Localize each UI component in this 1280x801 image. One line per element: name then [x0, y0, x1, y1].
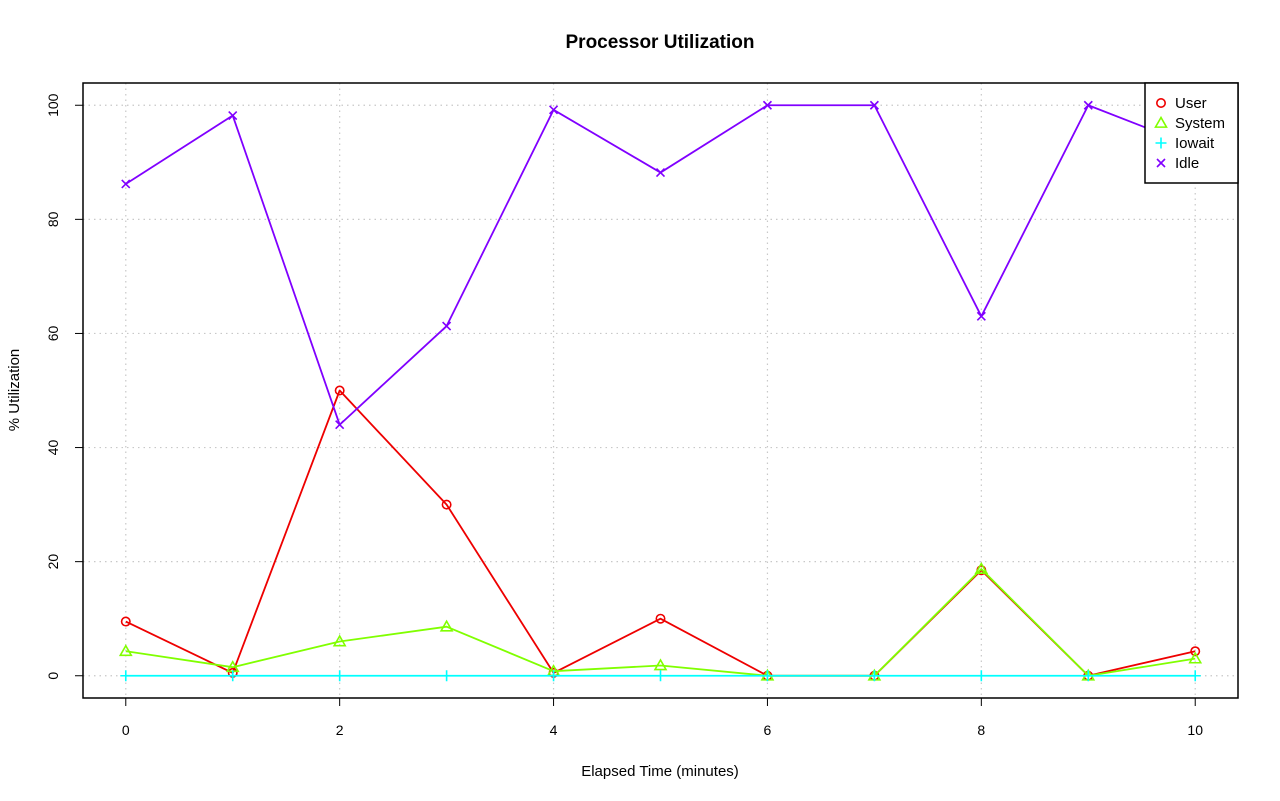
y-tick-label: 80	[45, 211, 61, 227]
x-tick-label: 6	[764, 722, 772, 738]
data-point-user	[334, 385, 345, 396]
series-line-system	[125, 568, 1196, 677]
legend-item-idle: Idle	[1156, 155, 1199, 172]
data-point-iowait	[441, 670, 453, 682]
legend-label-user: User	[1175, 95, 1207, 112]
legend-label-idle: Idle	[1175, 155, 1199, 172]
x-tick-label: 2	[336, 722, 344, 738]
legend-box	[1144, 82, 1239, 184]
grid	[83, 83, 1238, 698]
y-tick-label: 40	[45, 440, 61, 456]
series-user	[120, 385, 1201, 681]
legend-item-user: User	[1156, 95, 1207, 112]
data-point-iowait	[334, 670, 346, 682]
data-point-system	[974, 561, 989, 574]
data-point-system	[332, 634, 347, 647]
y-tick-label: 100	[45, 93, 61, 117]
data-point-iowait	[227, 670, 239, 682]
x-tick-label: 0	[122, 722, 130, 738]
x-tick-label: 10	[1187, 722, 1203, 738]
data-point-user	[120, 616, 131, 627]
data-point-idle	[121, 179, 131, 189]
x-tick-label: 8	[977, 722, 985, 738]
series-system	[118, 561, 1203, 681]
data-point-idle	[1083, 100, 1093, 110]
legend-marker-idle	[1156, 158, 1166, 168]
legend-marker-user	[1156, 98, 1167, 109]
legend-item-system: System	[1154, 115, 1225, 132]
data-point-iowait	[1189, 670, 1201, 682]
legend-label-system: System	[1175, 115, 1225, 132]
legend-label-iowait: Iowait	[1175, 135, 1215, 152]
y-tick-label: 60	[45, 325, 61, 341]
data-point-iowait	[975, 670, 987, 682]
data-point-system	[653, 658, 668, 671]
series-iowait	[120, 670, 1201, 682]
legend-item-iowait: Iowait	[1155, 135, 1215, 152]
data-point-idle	[228, 110, 238, 121]
data-point-iowait	[655, 670, 666, 682]
data-point-idle	[335, 420, 345, 430]
series-line-idle	[125, 104, 1196, 426]
data-point-idle	[655, 168, 666, 178]
data-point-iowait	[120, 670, 132, 682]
chart-title: Processor Utilization	[566, 32, 755, 53]
data-point-user	[1190, 646, 1201, 657]
data-point-idle	[762, 100, 773, 110]
data-point-system	[118, 644, 133, 657]
y-tick-label: 20	[45, 554, 61, 570]
legend-marker-system	[1154, 115, 1168, 128]
data-point-idle	[442, 321, 452, 331]
data-point-system	[439, 619, 454, 632]
data-point-idle	[976, 311, 986, 321]
x-axis-label: Elapsed Time (minutes)	[581, 763, 739, 780]
series-group	[118, 100, 1203, 682]
data-point-system	[1188, 651, 1203, 664]
data-point-user	[655, 613, 666, 624]
plot-border	[82, 82, 1239, 699]
data-point-idle	[548, 105, 559, 115]
data-point-user	[441, 499, 452, 510]
x-tick-label: 4	[550, 722, 558, 738]
data-point-iowait	[1082, 670, 1094, 682]
data-point-iowait	[548, 670, 560, 682]
data-point-iowait	[868, 670, 880, 682]
data-point-idle	[869, 100, 879, 110]
legend-marker-iowait	[1155, 137, 1167, 149]
data-point-iowait	[761, 670, 773, 682]
y-tick-label: 0	[45, 672, 61, 680]
series-idle	[121, 100, 1200, 430]
y-axis-label: % Utilization	[6, 349, 23, 432]
legend: User System Iowait Idle	[1144, 82, 1239, 184]
series-line-user	[125, 389, 1196, 677]
